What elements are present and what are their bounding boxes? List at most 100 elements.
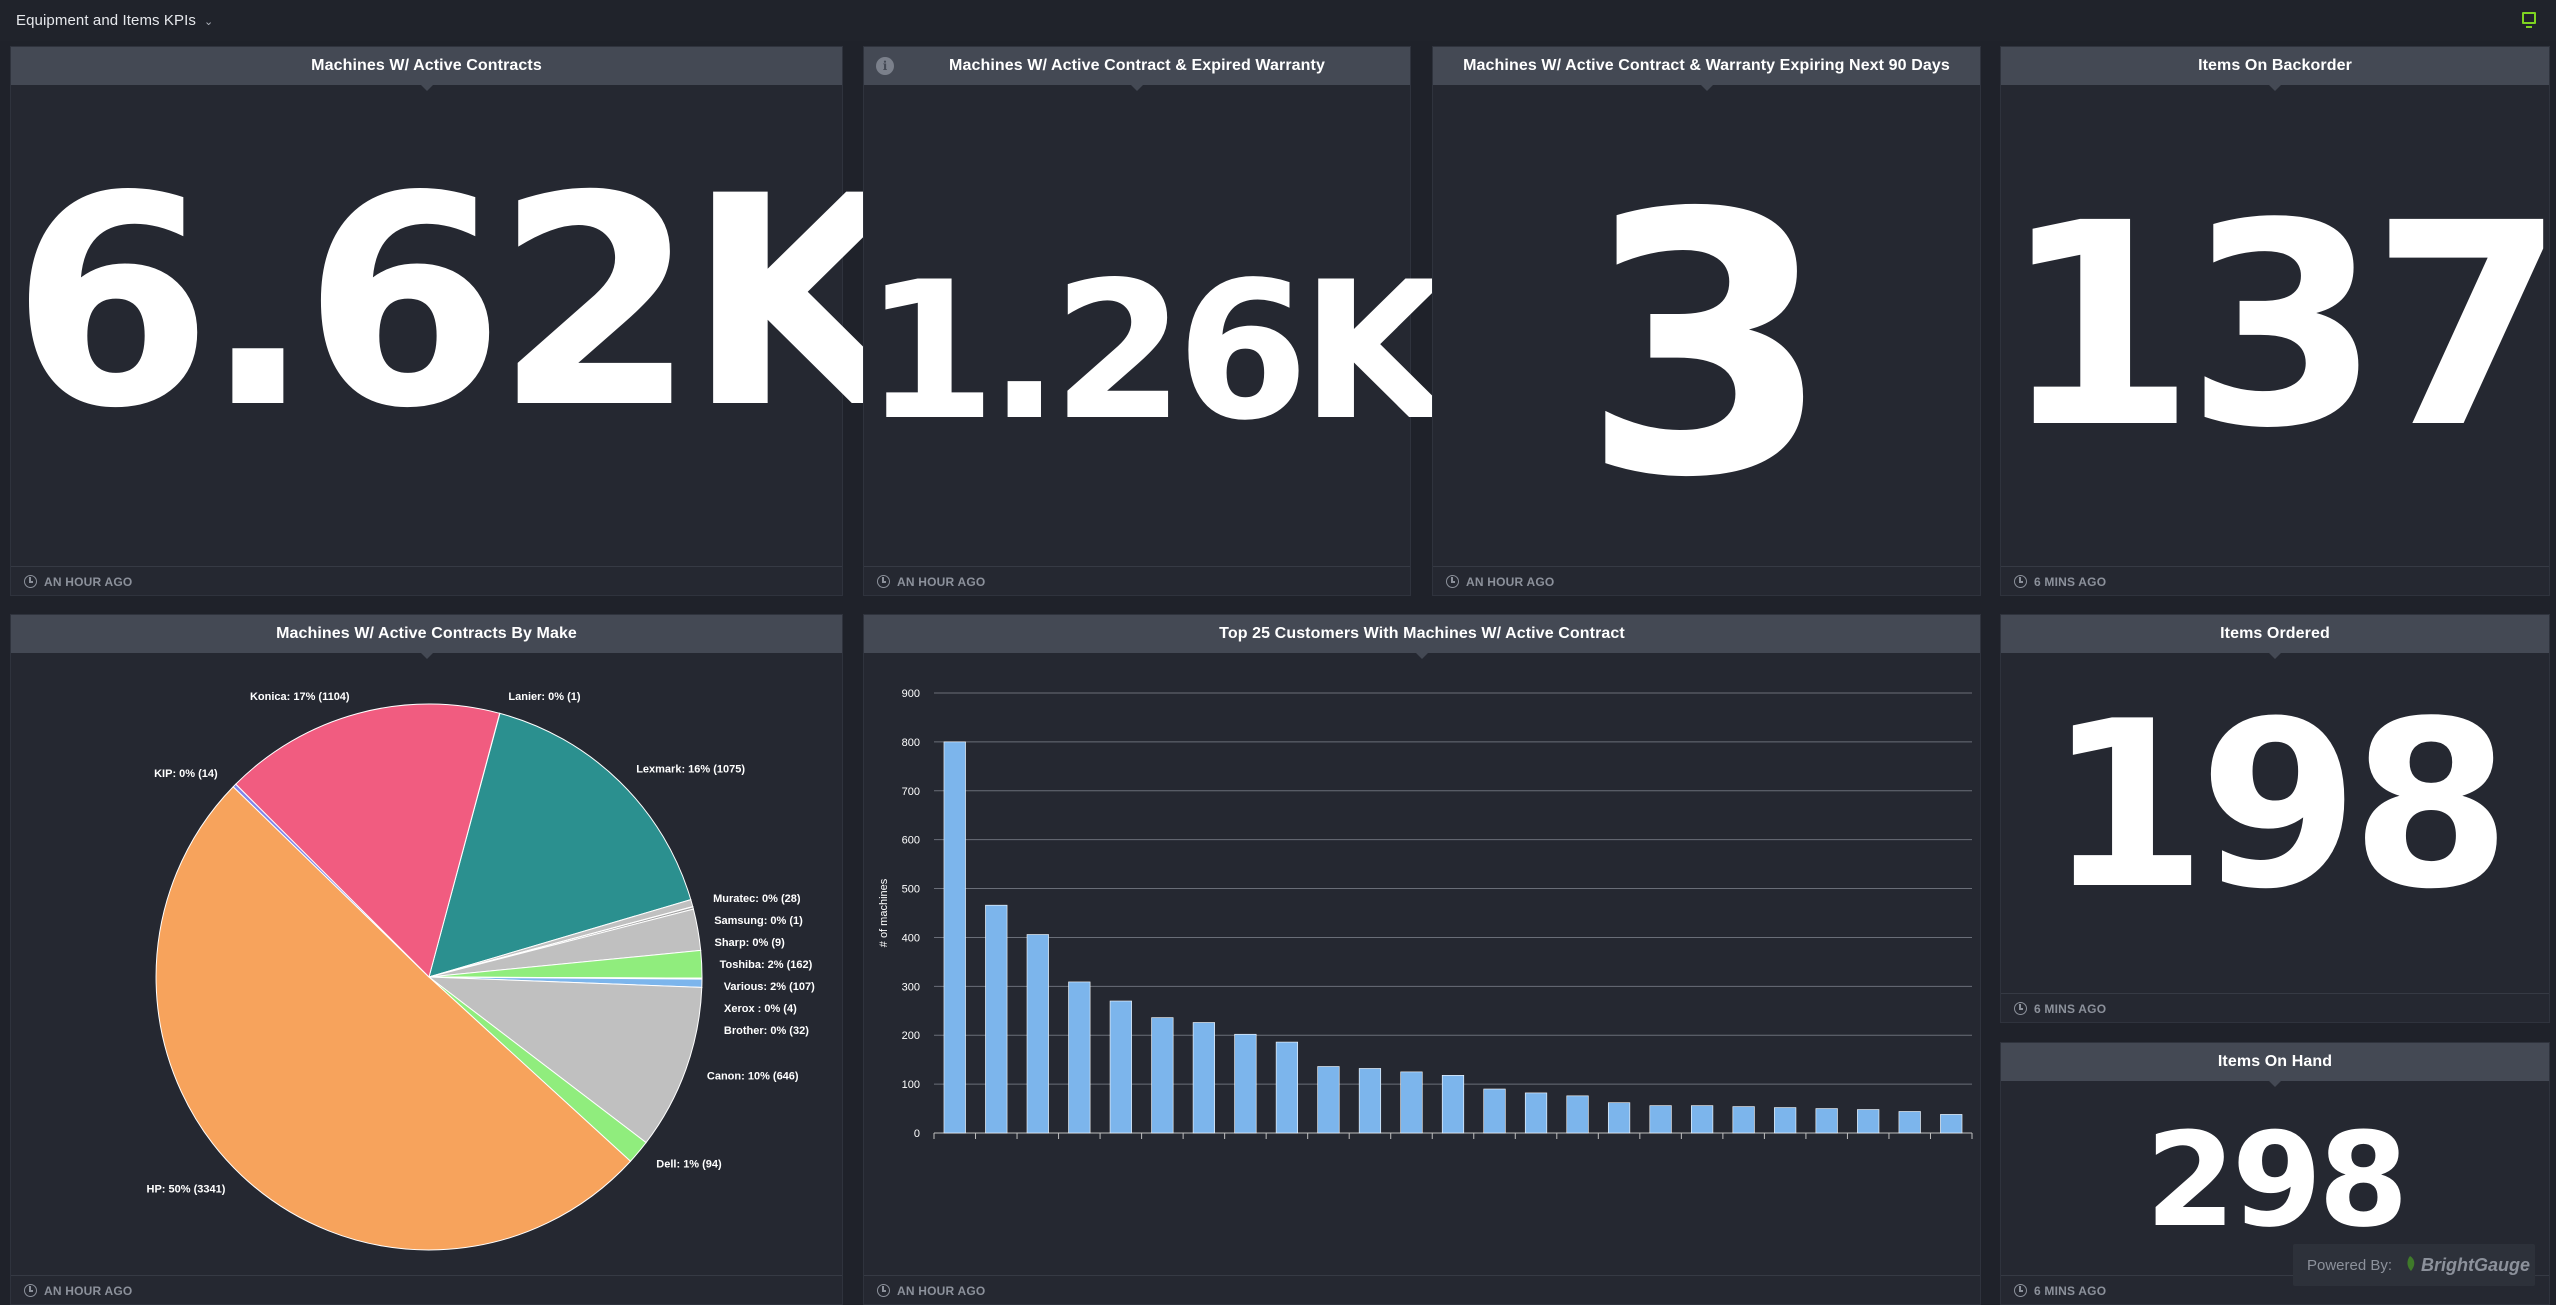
bar[interactable] xyxy=(1234,1033,1257,1134)
widget-expired-warranty: i Machines W/ Active Contract & Expired W… xyxy=(863,46,1448,596)
pie-label-brother: Brother: 0% (32) xyxy=(724,1025,809,1037)
pie-slice-canon[interactable] xyxy=(427,976,703,1144)
pie-label-hp: HP: 50% (3341) xyxy=(147,1184,226,1196)
y-tick-label: 100 xyxy=(902,1079,920,1091)
widget-header: Machines W/ Active Contracts By Make xyxy=(11,615,842,659)
bar[interactable] xyxy=(1774,1107,1797,1134)
last-updated: AN HOUR AGO xyxy=(897,1284,986,1298)
widget-header: Machines W/ Active Contract & Warranty E… xyxy=(1433,47,1980,91)
y-tick-label: 900 xyxy=(902,688,920,700)
widget-items-ordered: Items Ordered 198 6 MINS AGO xyxy=(2000,614,2550,1023)
last-updated: AN HOUR AGO xyxy=(897,575,986,589)
powered-brand: BrightGauge xyxy=(2421,1255,2531,1275)
y-tick-label: 300 xyxy=(902,981,920,993)
bar[interactable] xyxy=(1068,981,1091,1134)
bar-chart: 0 100 200 300 400 500 600 700 800 900 # of machine… xyxy=(878,688,1973,1140)
bar[interactable] xyxy=(1732,1106,1755,1134)
widget-header: Top 25 Customers With Machines W/ Active… xyxy=(864,615,1980,659)
bar[interactable] xyxy=(1441,1075,1465,1134)
kpi-value: 1.26K xyxy=(864,241,1448,462)
pie-label-xerox: Xerox : 0% (4) xyxy=(724,1003,797,1015)
pie-label-lexmark: Lexmark: 16% (1075) xyxy=(636,764,745,776)
header-notch xyxy=(2269,653,2281,659)
widget-title: Machines W/ Active Contract & Warranty E… xyxy=(1463,57,1950,74)
widget-footer: AN HOUR AGO xyxy=(11,1275,842,1304)
widget-items-on-hand: Items On Hand 298 6 MINS AGO Powered By:… xyxy=(2000,1042,2550,1305)
y-tick-label: 800 xyxy=(902,737,920,749)
widget-footer: 6 MINS AGO xyxy=(2001,993,2549,1022)
bar[interactable] xyxy=(1857,1109,1880,1134)
clock-icon xyxy=(24,1284,37,1297)
last-updated: AN HOUR AGO xyxy=(1466,575,1555,589)
bar[interactable] xyxy=(985,904,1008,1134)
pie-label-kip: KIP: 0% (14) xyxy=(154,768,218,780)
bar[interactable] xyxy=(1192,1022,1215,1134)
widget-header: Items Ordered xyxy=(2001,615,2549,659)
powered-by-badge[interactable]: Powered By: BrightGauge xyxy=(2293,1244,2535,1286)
pie-label-konica: Konica: 17% (1104) xyxy=(250,691,350,703)
bar[interactable] xyxy=(1566,1095,1589,1134)
pie-label-samsung: Samsung: 0% (1) xyxy=(714,915,803,927)
bar[interactable] xyxy=(1607,1102,1631,1134)
bar[interactable] xyxy=(1317,1066,1340,1134)
last-updated: 6 MINS AGO xyxy=(2034,575,2107,589)
pie-label-canon: Canon: 10% (646) xyxy=(707,1070,799,1082)
pie-slice-lexmark[interactable] xyxy=(428,712,692,978)
widget-items-backorder: Items On Backorder 137 6 MINS AGO xyxy=(2000,46,2556,596)
bar[interactable] xyxy=(1815,1108,1838,1134)
widget-title: Machines W/ Active Contracts xyxy=(311,57,542,74)
bar[interactable] xyxy=(1151,1017,1174,1134)
y-tick-label: 600 xyxy=(902,835,920,847)
bar[interactable] xyxy=(1898,1111,1921,1134)
bar[interactable] xyxy=(1649,1105,1672,1134)
bar[interactable] xyxy=(1940,1114,1963,1134)
info-icon[interactable]: i xyxy=(876,57,894,75)
clock-icon xyxy=(1446,575,1459,588)
header-notch xyxy=(1700,85,1713,91)
pie-slice-hp[interactable] xyxy=(155,786,632,1251)
header-notch xyxy=(2269,1081,2281,1087)
clock-icon xyxy=(2014,575,2027,588)
widget-footer: AN HOUR AGO xyxy=(1433,566,1980,595)
y-tick-label: 200 xyxy=(902,1030,920,1042)
widget-footer: AN HOUR AGO xyxy=(11,566,842,595)
clock-icon xyxy=(24,575,37,588)
bar[interactable] xyxy=(1400,1071,1423,1134)
last-updated: 6 MINS AGO xyxy=(2034,1284,2107,1298)
widget-header: i Machines W/ Active Contract & Expired W… xyxy=(864,47,1410,91)
y-axis-label: # of machines xyxy=(878,878,890,947)
bar[interactable] xyxy=(1358,1068,1382,1134)
pie-label-muratec: Muratec: 0% (28) xyxy=(713,893,801,905)
bar[interactable] xyxy=(943,741,966,1134)
widget-by-make: Machines W/ Active Contracts By Make Lan… xyxy=(10,614,843,1305)
bar[interactable] xyxy=(1275,1041,1299,1134)
widget-footer: AN HOUR AGO xyxy=(864,566,1410,595)
widget-footer: 6 MINS AGO xyxy=(2001,1275,2549,1304)
widget-header: Machines W/ Active Contracts xyxy=(11,47,842,91)
bar[interactable] xyxy=(1483,1088,1506,1134)
header-notch xyxy=(2269,85,2281,91)
pie-label-toshiba: Toshiba: 2% (162) xyxy=(720,959,813,971)
pie-slice-konica[interactable] xyxy=(235,703,501,978)
powered-label: Powered By: xyxy=(2307,1257,2393,1274)
widget-header: Items On Hand xyxy=(2001,1043,2549,1087)
widget-active-contracts: Machines W/ Active Contracts 6.62K AN HO… xyxy=(10,46,911,596)
y-tick-label: 400 xyxy=(902,932,920,944)
bar[interactable] xyxy=(1109,1000,1132,1134)
bar[interactable] xyxy=(1524,1092,1548,1134)
last-updated: 6 MINS AGO xyxy=(2034,1002,2107,1016)
dashboard-selector[interactable]: Equipment and Items KPIs ⌄ xyxy=(16,12,213,29)
bar[interactable] xyxy=(1691,1105,1714,1134)
bar[interactable] xyxy=(1026,934,1049,1134)
widget-title: Items On Backorder xyxy=(2198,57,2352,74)
widget-title: Items On Hand xyxy=(2217,1053,2333,1070)
widget-title: Top 25 Customers With Machines W/ Active… xyxy=(1219,625,1625,642)
monitor-icon[interactable] xyxy=(2522,12,2536,28)
y-tick-label: 0 xyxy=(914,1128,920,1140)
widget-title: Items Ordered xyxy=(2220,625,2330,642)
kpi-value: 298 xyxy=(2145,1104,2408,1256)
widget-title: Machines W/ Active Contract & Expired Wa… xyxy=(949,57,1325,74)
header-notch xyxy=(1131,85,1143,91)
pie-chart: Lanier: 0% (1) Lexmark: 16% (1075) Muratec… xyxy=(147,691,815,1251)
y-tick-label: 500 xyxy=(902,884,920,896)
